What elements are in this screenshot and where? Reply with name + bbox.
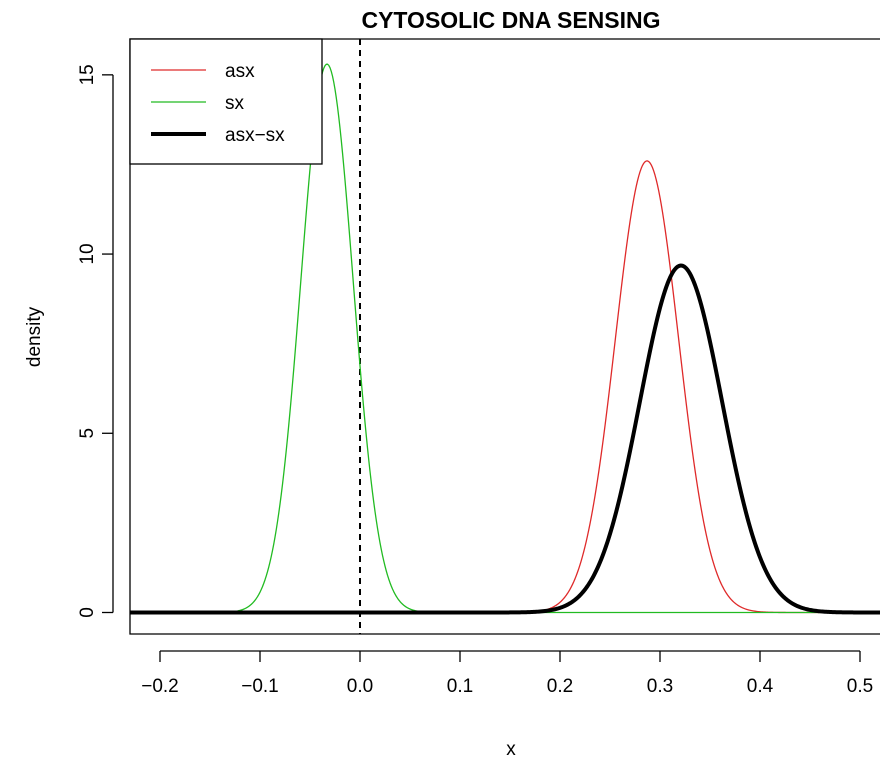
- x-tick-label: −0.1: [241, 676, 279, 697]
- y-tick-label: 5: [77, 428, 98, 439]
- legend-label-2: asx−sx: [225, 125, 285, 146]
- x-tick-label: 0.2: [547, 676, 573, 697]
- x-tick-label: 0.4: [747, 676, 774, 697]
- plot-area: [130, 39, 880, 634]
- x-tick-label: 0.1: [447, 676, 473, 697]
- x-axis-title: x: [506, 739, 516, 759]
- legend: asx sx asx−sx: [129, 38, 323, 165]
- series-group: [130, 63, 880, 615]
- y-tick-label: 0: [77, 607, 98, 618]
- legend-label-0: asx: [225, 61, 255, 82]
- chart-title: CYTOSOLIC DNA SENSING: [361, 7, 660, 33]
- y-axis-title: density: [24, 306, 45, 367]
- legend-label-1: sx: [225, 93, 245, 114]
- series-line-2: [130, 263, 880, 615]
- x-tick-label: −0.2: [141, 676, 179, 697]
- y-tick-label: 10: [77, 243, 98, 264]
- series-line-0: [130, 160, 880, 614]
- x-tick-label: 0.5: [847, 676, 873, 697]
- plot-frame: [129, 38, 880, 635]
- y-tick-label: 15: [77, 64, 98, 85]
- x-axis: −0.2 −0.1 0.0 0.1 0.2 0.3 0.4 0.5: [141, 650, 873, 697]
- x-tick-label: 0.3: [647, 676, 673, 697]
- y-axis: 0 5 10 15: [77, 64, 114, 618]
- x-tick-label: 0.0: [347, 676, 373, 697]
